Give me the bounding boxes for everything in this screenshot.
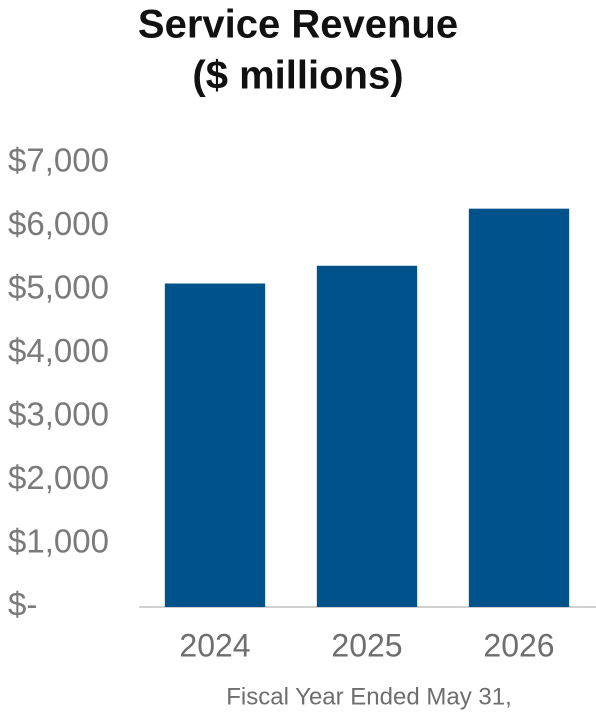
y-tick-label: $4,000 (8, 332, 109, 369)
chart-subtitle: ($ millions) (192, 54, 403, 98)
x-axis-label: Fiscal Year Ended May 31, (226, 683, 512, 710)
y-tick-label: $3,000 (8, 395, 109, 432)
bar (316, 265, 418, 607)
bar (164, 283, 266, 607)
chart-title: Service Revenue (138, 3, 458, 47)
x-tick-label: 2024 (179, 627, 250, 663)
y-tick-label: $2,000 (8, 459, 109, 496)
x-tick-label: 2025 (331, 627, 402, 663)
x-tick-label: 2026 (483, 627, 554, 663)
y-tick-label: $1,000 (8, 522, 109, 559)
y-tick-label: $6,000 (8, 205, 109, 242)
y-tick-label: $7,000 (8, 142, 109, 179)
y-tick-label: $- (8, 586, 37, 623)
bar (468, 208, 570, 607)
y-tick-label: $5,000 (8, 269, 109, 306)
